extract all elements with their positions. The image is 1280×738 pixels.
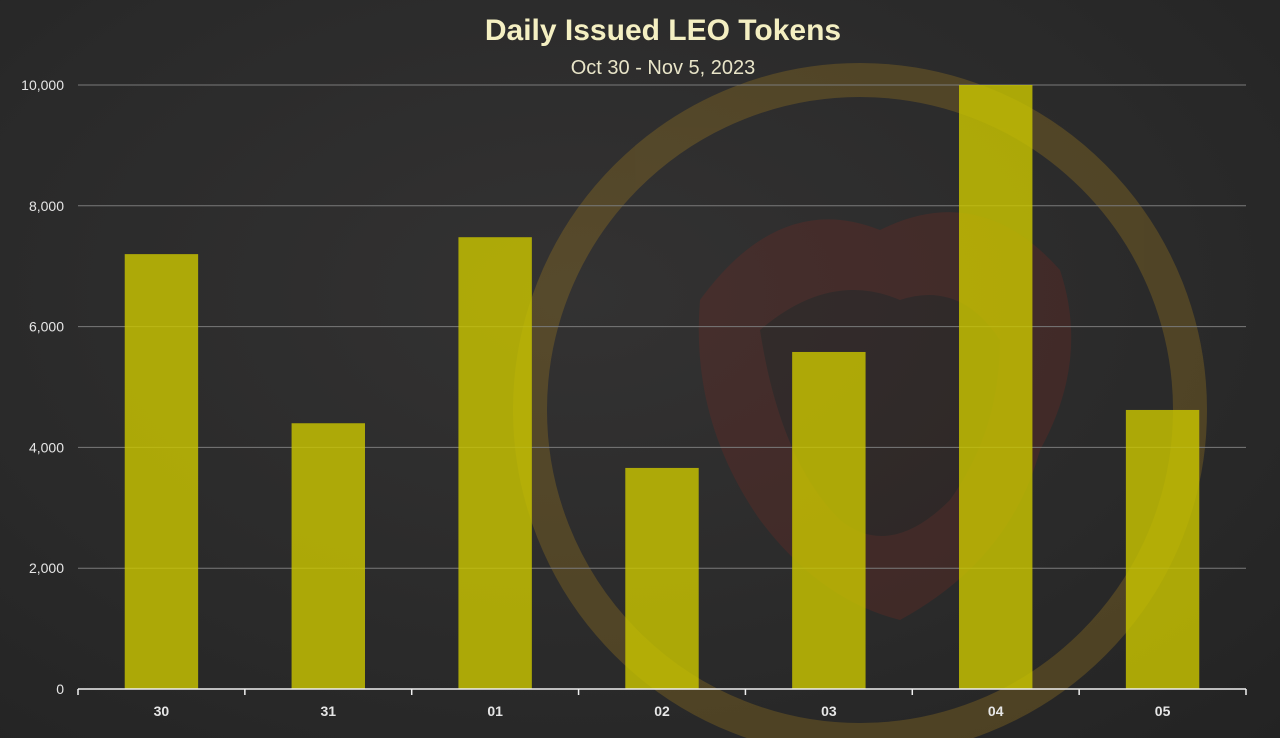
- y-axis-tick-labels: 0 2,000 4,000 6,000 8,000 10,000: [21, 77, 64, 697]
- x-tick-label: 30: [154, 703, 170, 719]
- bars: [124, 85, 1200, 689]
- x-tick-label: 31: [320, 703, 336, 719]
- y-tick-label: 10,000: [21, 77, 64, 93]
- x-tick-label: 05: [1155, 703, 1171, 719]
- bar-01: [458, 237, 532, 689]
- chart-subtitle: Oct 30 - Nov 5, 2023: [571, 57, 756, 79]
- bar-04: [959, 85, 1033, 689]
- axes: [77, 688, 1247, 695]
- x-tick-label: 04: [988, 703, 1004, 719]
- x-tick-label: 02: [654, 703, 670, 719]
- y-tick-label: 4,000: [29, 439, 64, 455]
- y-tick-label: 8,000: [29, 198, 64, 214]
- bar-30: [124, 254, 199, 689]
- chart-title: Daily Issued LEO Tokens: [485, 14, 841, 47]
- bar-03: [792, 351, 866, 689]
- x-tick-label: 03: [821, 703, 837, 719]
- y-tick-label: 2,000: [29, 560, 64, 576]
- y-tick-label: 6,000: [29, 319, 64, 335]
- gridlines: [78, 84, 1246, 569]
- bar-02: [625, 467, 699, 689]
- bar-05: [1125, 409, 1200, 689]
- y-tick-label: 0: [56, 681, 64, 697]
- x-tick-label: 01: [487, 703, 503, 719]
- x-axis-tick-labels: 30 31 01 02 03 04 05: [154, 703, 1171, 719]
- bar-31: [291, 423, 365, 689]
